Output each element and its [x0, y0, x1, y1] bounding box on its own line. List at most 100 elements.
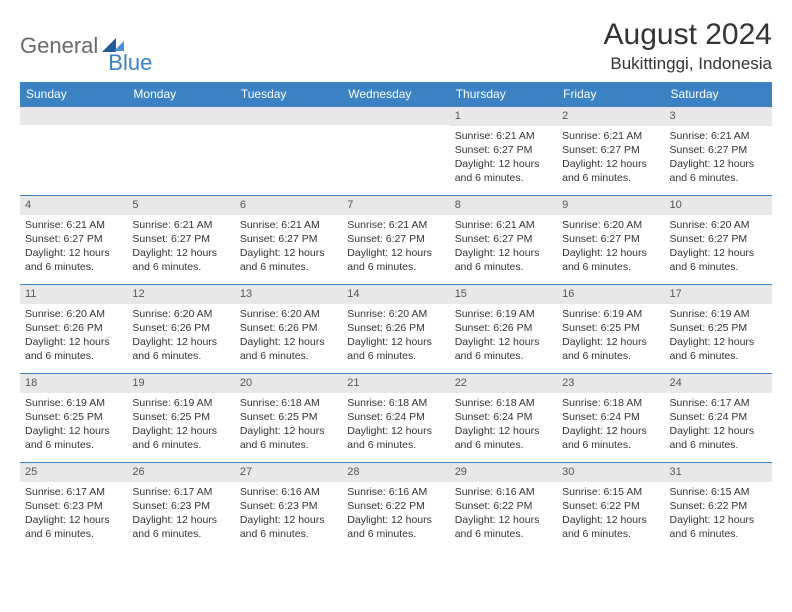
- sunrise-text: Sunrise: 6:20 AM: [25, 307, 122, 321]
- day-cell: 29Sunrise: 6:16 AMSunset: 6:22 PMDayligh…: [450, 463, 557, 551]
- daylight-text: Daylight: 12 hours and 6 minutes.: [455, 246, 552, 274]
- day-cell: 30Sunrise: 6:15 AMSunset: 6:22 PMDayligh…: [557, 463, 664, 551]
- sunset-text: Sunset: 6:22 PM: [670, 499, 767, 513]
- sunrise-text: Sunrise: 6:16 AM: [240, 485, 337, 499]
- sunset-text: Sunset: 6:27 PM: [670, 143, 767, 157]
- sunrise-text: Sunrise: 6:21 AM: [455, 218, 552, 232]
- daylight-text: Daylight: 12 hours and 6 minutes.: [562, 335, 659, 363]
- sunset-text: Sunset: 6:24 PM: [347, 410, 444, 424]
- day-cell: 23Sunrise: 6:18 AMSunset: 6:24 PMDayligh…: [557, 374, 664, 462]
- day-content: Sunrise: 6:20 AMSunset: 6:27 PMDaylight:…: [665, 215, 772, 280]
- day-content: Sunrise: 6:19 AMSunset: 6:25 PMDaylight:…: [127, 393, 234, 458]
- day-content: Sunrise: 6:21 AMSunset: 6:27 PMDaylight:…: [20, 215, 127, 280]
- daylight-text: Daylight: 12 hours and 6 minutes.: [132, 246, 229, 274]
- sunrise-text: Sunrise: 6:17 AM: [132, 485, 229, 499]
- day-content: Sunrise: 6:21 AMSunset: 6:27 PMDaylight:…: [450, 215, 557, 280]
- sunset-text: Sunset: 6:22 PM: [347, 499, 444, 513]
- day-number: 4: [20, 196, 127, 215]
- daylight-text: Daylight: 12 hours and 6 minutes.: [455, 157, 552, 185]
- daylight-text: Daylight: 12 hours and 6 minutes.: [670, 424, 767, 452]
- sunrise-text: Sunrise: 6:20 AM: [240, 307, 337, 321]
- sunset-text: Sunset: 6:24 PM: [562, 410, 659, 424]
- sunset-text: Sunset: 6:26 PM: [240, 321, 337, 335]
- sunrise-text: Sunrise: 6:19 AM: [25, 396, 122, 410]
- sunset-text: Sunset: 6:23 PM: [240, 499, 337, 513]
- day-content: Sunrise: 6:17 AMSunset: 6:23 PMDaylight:…: [20, 482, 127, 547]
- day-cell: 19Sunrise: 6:19 AMSunset: 6:25 PMDayligh…: [127, 374, 234, 462]
- daylight-text: Daylight: 12 hours and 6 minutes.: [347, 424, 444, 452]
- logo: General Blue: [20, 24, 152, 68]
- day-number: 24: [665, 374, 772, 393]
- day-number: 9: [557, 196, 664, 215]
- sunrise-text: Sunrise: 6:18 AM: [240, 396, 337, 410]
- day-number: 20: [235, 374, 342, 393]
- daylight-text: Daylight: 12 hours and 6 minutes.: [455, 424, 552, 452]
- week-row: 25Sunrise: 6:17 AMSunset: 6:23 PMDayligh…: [20, 462, 772, 551]
- sunset-text: Sunset: 6:24 PM: [455, 410, 552, 424]
- day-number: 13: [235, 285, 342, 304]
- day-number: 29: [450, 463, 557, 482]
- daylight-text: Daylight: 12 hours and 6 minutes.: [562, 513, 659, 541]
- sunrise-text: Sunrise: 6:20 AM: [347, 307, 444, 321]
- sunrise-text: Sunrise: 6:20 AM: [132, 307, 229, 321]
- calendar-page: General Blue August 2024 Bukittinggi, In…: [0, 0, 792, 551]
- day-cell: 28Sunrise: 6:16 AMSunset: 6:22 PMDayligh…: [342, 463, 449, 551]
- calendar-grid: SundayMondayTuesdayWednesdayThursdayFrid…: [20, 82, 772, 551]
- sunset-text: Sunset: 6:27 PM: [240, 232, 337, 246]
- day-cell: 31Sunrise: 6:15 AMSunset: 6:22 PMDayligh…: [665, 463, 772, 551]
- sunrise-text: Sunrise: 6:21 AM: [132, 218, 229, 232]
- day-cell: 12Sunrise: 6:20 AMSunset: 6:26 PMDayligh…: [127, 285, 234, 373]
- day-cell: 22Sunrise: 6:18 AMSunset: 6:24 PMDayligh…: [450, 374, 557, 462]
- day-cell: 18Sunrise: 6:19 AMSunset: 6:25 PMDayligh…: [20, 374, 127, 462]
- daylight-text: Daylight: 12 hours and 6 minutes.: [25, 513, 122, 541]
- daylight-text: Daylight: 12 hours and 6 minutes.: [670, 335, 767, 363]
- sunset-text: Sunset: 6:26 PM: [455, 321, 552, 335]
- day-number: 5: [127, 196, 234, 215]
- weekday-header-cell: Monday: [127, 82, 234, 106]
- day-cell: 20Sunrise: 6:18 AMSunset: 6:25 PMDayligh…: [235, 374, 342, 462]
- day-content: Sunrise: 6:21 AMSunset: 6:27 PMDaylight:…: [557, 126, 664, 191]
- day-content: Sunrise: 6:20 AMSunset: 6:26 PMDaylight:…: [235, 304, 342, 369]
- day-number: 8: [450, 196, 557, 215]
- day-cell: 11Sunrise: 6:20 AMSunset: 6:26 PMDayligh…: [20, 285, 127, 373]
- sunset-text: Sunset: 6:22 PM: [562, 499, 659, 513]
- daylight-text: Daylight: 12 hours and 6 minutes.: [455, 513, 552, 541]
- day-content: Sunrise: 6:16 AMSunset: 6:22 PMDaylight:…: [450, 482, 557, 547]
- sunrise-text: Sunrise: 6:15 AM: [670, 485, 767, 499]
- day-number: 22: [450, 374, 557, 393]
- day-content: Sunrise: 6:21 AMSunset: 6:27 PMDaylight:…: [127, 215, 234, 280]
- sunrise-text: Sunrise: 6:21 AM: [670, 129, 767, 143]
- sunrise-text: Sunrise: 6:18 AM: [562, 396, 659, 410]
- day-cell: 1Sunrise: 6:21 AMSunset: 6:27 PMDaylight…: [450, 107, 557, 195]
- location-text: Bukittinggi, Indonesia: [604, 54, 772, 74]
- day-cell: [235, 107, 342, 195]
- page-header: General Blue August 2024 Bukittinggi, In…: [20, 18, 772, 74]
- daylight-text: Daylight: 12 hours and 6 minutes.: [562, 157, 659, 185]
- day-cell: 15Sunrise: 6:19 AMSunset: 6:26 PMDayligh…: [450, 285, 557, 373]
- day-content: Sunrise: 6:21 AMSunset: 6:27 PMDaylight:…: [450, 126, 557, 191]
- daylight-text: Daylight: 12 hours and 6 minutes.: [347, 246, 444, 274]
- day-content: Sunrise: 6:19 AMSunset: 6:25 PMDaylight:…: [557, 304, 664, 369]
- day-number: 26: [127, 463, 234, 482]
- day-cell: 3Sunrise: 6:21 AMSunset: 6:27 PMDaylight…: [665, 107, 772, 195]
- day-content: Sunrise: 6:17 AMSunset: 6:24 PMDaylight:…: [665, 393, 772, 458]
- weekday-header-cell: Wednesday: [342, 82, 449, 106]
- sunset-text: Sunset: 6:25 PM: [240, 410, 337, 424]
- sunset-text: Sunset: 6:27 PM: [347, 232, 444, 246]
- daylight-text: Daylight: 12 hours and 6 minutes.: [240, 246, 337, 274]
- day-number: 27: [235, 463, 342, 482]
- day-cell: 7Sunrise: 6:21 AMSunset: 6:27 PMDaylight…: [342, 196, 449, 284]
- sunrise-text: Sunrise: 6:19 AM: [455, 307, 552, 321]
- sunrise-text: Sunrise: 6:19 AM: [562, 307, 659, 321]
- weekday-header-cell: Sunday: [20, 82, 127, 106]
- sunset-text: Sunset: 6:27 PM: [562, 232, 659, 246]
- daylight-text: Daylight: 12 hours and 6 minutes.: [347, 513, 444, 541]
- day-number: 18: [20, 374, 127, 393]
- day-content: Sunrise: 6:18 AMSunset: 6:25 PMDaylight:…: [235, 393, 342, 458]
- day-cell: 17Sunrise: 6:19 AMSunset: 6:25 PMDayligh…: [665, 285, 772, 373]
- sunrise-text: Sunrise: 6:17 AM: [670, 396, 767, 410]
- day-number: [342, 107, 449, 125]
- day-content: Sunrise: 6:21 AMSunset: 6:27 PMDaylight:…: [342, 215, 449, 280]
- sunset-text: Sunset: 6:23 PM: [25, 499, 122, 513]
- day-content: Sunrise: 6:20 AMSunset: 6:26 PMDaylight:…: [20, 304, 127, 369]
